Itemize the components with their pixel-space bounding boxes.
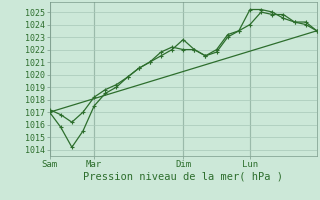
X-axis label: Pression niveau de la mer( hPa ): Pression niveau de la mer( hPa ) bbox=[83, 172, 283, 182]
